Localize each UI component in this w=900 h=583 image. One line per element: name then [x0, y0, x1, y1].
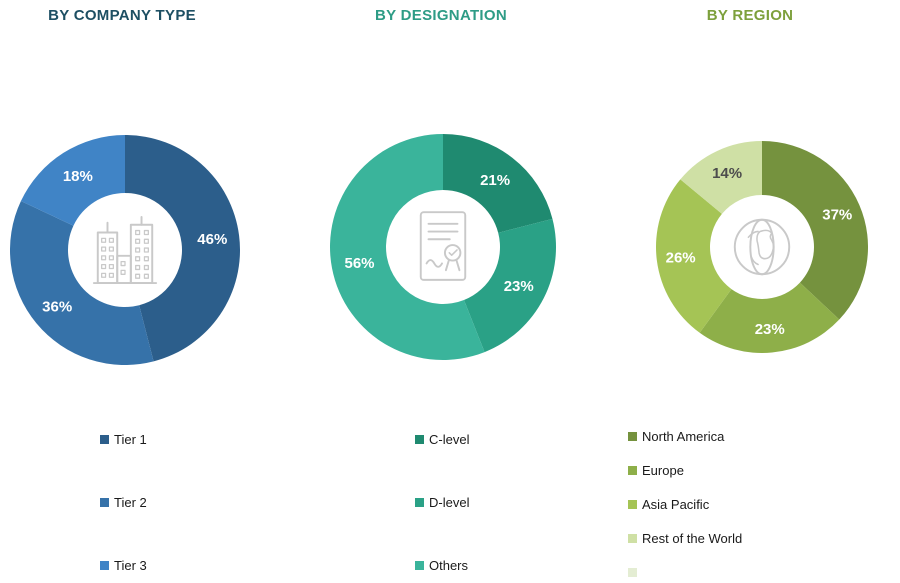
chart-title-by-region: BY REGION	[706, 7, 794, 24]
legend-extra-swatch	[628, 565, 742, 580]
company-type-donut-svg: 46% 36% 18%	[10, 135, 240, 365]
legend-swatch	[100, 561, 109, 570]
legend-item-d-level: D-level	[415, 495, 469, 510]
buildings-icon	[88, 215, 162, 285]
legend-item-others: Others	[415, 558, 469, 573]
legend-item-europe: Europe	[628, 463, 742, 478]
legend-region: North America Europe Asia Pacific Rest of t…	[628, 429, 742, 580]
legend-swatch	[628, 432, 637, 441]
slice-d-level	[463, 218, 556, 353]
legend-swatch	[628, 568, 637, 577]
legend-label: Tier 1	[114, 432, 147, 447]
legend-swatch	[628, 534, 637, 543]
legend-swatch	[628, 466, 637, 475]
legend-item-north-america: North America	[628, 429, 742, 444]
chart-title-by-designation: BY DESIGNATION	[375, 7, 507, 24]
legend-label: Tier 2	[114, 495, 147, 510]
donut-chart-company-type: 46% 36% 18%	[10, 135, 240, 365]
designation-donut-svg: 21% 23% 56%	[330, 134, 556, 360]
slice-percent-label-rest-of-the-world: 14%	[712, 165, 742, 182]
slice-percent-label-europe: 23%	[755, 321, 785, 338]
slice-europe	[699, 282, 840, 353]
legend-label: Tier 3	[114, 558, 147, 573]
legend-item-asia-pacific: Asia Pacific	[628, 497, 742, 512]
slice-percent-label-tier-1: 46%	[197, 231, 227, 248]
region-donut-svg: 37% 23% 26% 14%	[656, 141, 868, 353]
legend-swatch	[100, 435, 109, 444]
legend-swatch	[415, 435, 424, 444]
legend-label: Europe	[642, 463, 684, 478]
certificate-icon	[414, 209, 472, 285]
globe-icon-svg	[733, 218, 791, 276]
slice-percent-label-d-level: 23%	[504, 278, 534, 295]
slice-percent-label-north-america: 37%	[822, 207, 852, 224]
slice-tier-2	[10, 201, 154, 365]
buildings-icon-svg	[92, 215, 158, 285]
legend-label: Others	[429, 558, 469, 573]
legend-swatch	[100, 498, 109, 507]
slice-north-america	[762, 141, 868, 320]
legend-label: Rest of the World	[642, 531, 743, 546]
slice-others	[330, 134, 485, 360]
slice-rest-of-the-world	[680, 141, 762, 214]
legend-label: North America	[642, 429, 725, 444]
certificate-icon-svg	[419, 211, 467, 281]
legend-item-tier-2: Tier 2	[100, 495, 147, 510]
slice-tier-1	[125, 135, 240, 362]
legend-item-tier-1: Tier 1	[100, 432, 147, 447]
legend-designation: C-level D-level Others	[415, 432, 469, 573]
globe-icon	[727, 212, 797, 282]
slice-percent-label-c-level: 21%	[480, 172, 510, 189]
legend-company-type: Tier 1 Tier 2 Tier 3	[100, 432, 147, 573]
slice-tier-3	[20, 135, 126, 226]
slice-percent-label-tier-2: 36%	[42, 298, 72, 315]
slice-c-level	[443, 134, 553, 233]
slice-percent-label-asia-pacific: 26%	[666, 250, 696, 267]
legend-item-c-level: C-level	[415, 432, 469, 447]
slice-percent-label-tier-3: 18%	[63, 168, 93, 185]
legend-swatch	[415, 498, 424, 507]
legend-swatch	[415, 561, 424, 570]
chart-title-by-company-type: BY COMPANY TYPE	[48, 7, 196, 24]
legend-label: D-level	[429, 495, 470, 510]
legend-label: Asia Pacific	[642, 497, 710, 512]
donut-chart-designation: 21% 23% 56%	[330, 134, 556, 360]
legend-swatch	[628, 500, 637, 509]
slice-asia-pacific	[656, 179, 732, 333]
legend-item-rest-of-the-world: Rest of the World	[628, 531, 742, 546]
legend-item-tier-3: Tier 3	[100, 558, 147, 573]
slice-percent-label-others: 56%	[344, 255, 374, 272]
donut-chart-region: 37% 23% 26% 14%	[656, 141, 868, 353]
legend-label: C-level	[429, 432, 470, 447]
